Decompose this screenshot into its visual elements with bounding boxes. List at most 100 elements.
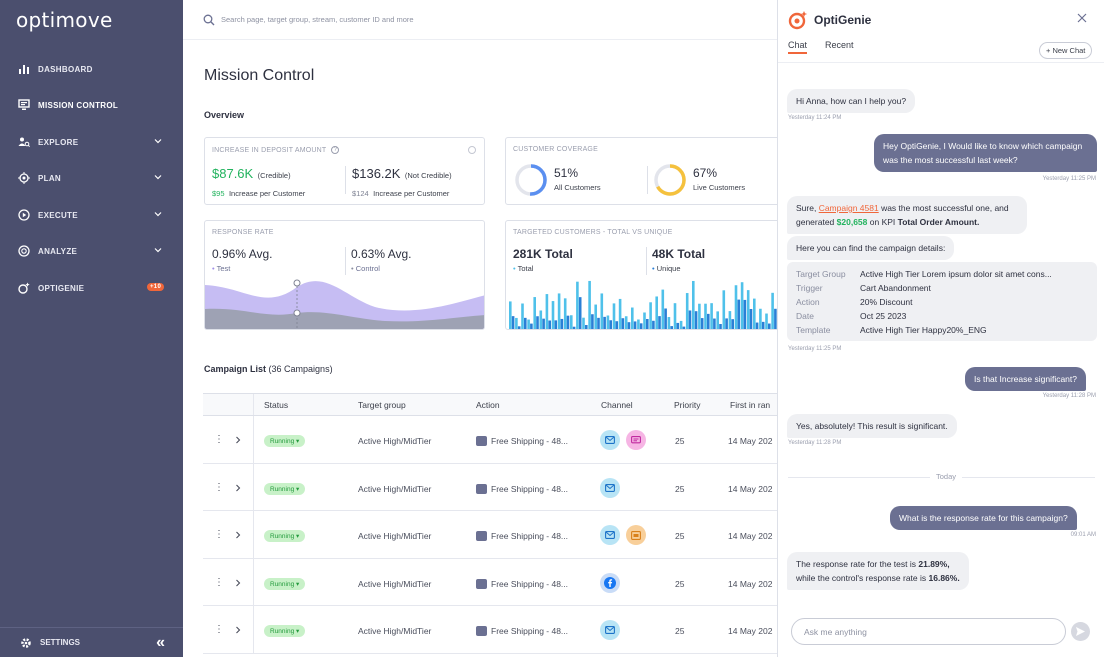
table-row[interactable]: ⋮ Running ▾ Active High/MidTier Free Shi… bbox=[203, 463, 777, 511]
unique-bar bbox=[664, 308, 667, 329]
action-cell[interactable]: Free Shipping - 48... bbox=[491, 436, 569, 446]
column-header-target-group[interactable]: Target group bbox=[358, 400, 406, 410]
chat-input[interactable]: Ask me anything bbox=[791, 618, 1066, 645]
sidebar-item-execute[interactable]: EXECUTE bbox=[18, 205, 173, 225]
search-icon bbox=[203, 14, 215, 25]
expand-row-icon[interactable] bbox=[234, 579, 242, 587]
column-header-priority[interactable]: Priority bbox=[674, 400, 701, 410]
row-menu-icon[interactable]: ⋮ bbox=[214, 624, 224, 635]
target-group-cell: Active High/MidTier bbox=[358, 578, 432, 589]
message-timestamp: 09:01 AM bbox=[1070, 532, 1096, 538]
table-row[interactable]: ⋮ Running ▾ Active High/MidTier Free Shi… bbox=[203, 558, 777, 606]
collapse-sidebar-button[interactable]: « bbox=[156, 634, 165, 651]
column-header-channel[interactable]: Channel bbox=[601, 400, 633, 410]
credible-sub-value: $95 bbox=[212, 189, 225, 198]
genie-icon bbox=[18, 282, 30, 294]
sidebar-item-label: DASHBOARD bbox=[38, 64, 93, 74]
unique-bar bbox=[682, 326, 686, 329]
table-row[interactable]: ⋮ Running ▾ Active High/MidTier Free Shi… bbox=[203, 606, 777, 654]
user-message: What is the response rate for this campa… bbox=[890, 506, 1077, 530]
total-bar bbox=[515, 317, 518, 329]
status-badge[interactable]: Running ▾ bbox=[264, 625, 306, 637]
coverage-card[interactable]: CUSTOMER COVERAGE 51% All Customers 67% … bbox=[505, 137, 777, 205]
all-customers-label: All Customers bbox=[554, 183, 601, 192]
help-icon[interactable]: ? bbox=[331, 146, 340, 154]
user-message: Hey OptiGenie, I Would like to know whic… bbox=[874, 134, 1097, 172]
new-chat-button[interactable]: + New Chat bbox=[1039, 42, 1093, 59]
action-cell[interactable]: Free Shipping - 48... bbox=[491, 626, 569, 636]
optimove-logo[interactable]: optimove bbox=[16, 8, 113, 32]
expand-row-icon[interactable] bbox=[234, 626, 242, 634]
action-cell[interactable]: Free Shipping - 48... bbox=[491, 578, 569, 589]
row-menu-icon[interactable]: ⋮ bbox=[214, 529, 224, 540]
sidebar-item-mission-control[interactable]: MISSION CONTROL bbox=[18, 95, 173, 115]
total-bar bbox=[722, 290, 726, 329]
global-search[interactable]: Search page, target group, stream, custo… bbox=[183, 0, 777, 40]
divider bbox=[345, 247, 346, 275]
sidebar-item-dashboard[interactable]: DASHBOARD bbox=[18, 59, 173, 79]
response-rate-card[interactable]: RESPONSE RATE 0.96% Avg. • Test 0.63% Av… bbox=[204, 220, 485, 330]
sidebar-item-explore[interactable]: EXPLORE bbox=[18, 132, 173, 152]
total-bar bbox=[576, 281, 579, 329]
tab-chat[interactable]: Chat bbox=[788, 40, 808, 54]
send-button[interactable] bbox=[1071, 622, 1090, 641]
notcredible-sub-label: Increase per Customer bbox=[373, 189, 450, 198]
total-bar bbox=[606, 315, 610, 329]
expand-row-icon[interactable] bbox=[234, 531, 242, 539]
total-bar bbox=[692, 280, 695, 329]
sidebar-item-optigenie[interactable]: OPTIGENIE +10 bbox=[18, 278, 173, 298]
expand-row-icon[interactable] bbox=[234, 436, 242, 444]
tab-recent[interactable]: Recent bbox=[825, 40, 854, 50]
column-header-status[interactable]: Status bbox=[264, 400, 289, 410]
search-input[interactable]: Search page, target group, stream, custo… bbox=[221, 15, 414, 24]
total-bar bbox=[618, 298, 622, 329]
sidebar-item-settings[interactable]: SETTINGS « bbox=[0, 627, 183, 657]
column-header-action[interactable]: Action bbox=[476, 400, 500, 410]
table-row[interactable]: ⋮ Running ▾ Active High/MidTier Free Shi… bbox=[203, 511, 777, 559]
campaign-list-heading: Campaign List (36 Campaigns) bbox=[204, 364, 333, 374]
target-group-cell: Active High/MidTier bbox=[358, 531, 432, 541]
total-bar bbox=[631, 307, 634, 329]
status-badge[interactable]: Running ▾ bbox=[264, 530, 306, 542]
deposit-card[interactable]: INCREASE IN DEPOSIT AMOUNT ? $87.6K (Cre… bbox=[204, 137, 485, 205]
detail-key: Date bbox=[796, 311, 814, 321]
unique-bar bbox=[658, 316, 661, 329]
campaign-link[interactable]: Campaign 4581 bbox=[818, 203, 879, 213]
status-badge[interactable]: Running ▾ bbox=[264, 435, 306, 447]
unique-bar bbox=[676, 322, 680, 329]
status-badge[interactable]: Running ▾ bbox=[264, 577, 306, 590]
sidebar-item-analyze[interactable]: ANALYZE bbox=[18, 241, 173, 261]
play-icon bbox=[18, 209, 30, 221]
chat-title: OptiGenie bbox=[814, 13, 872, 27]
column-header-first-in-range[interactable]: First in ran bbox=[730, 400, 771, 410]
detail-key: Target Group bbox=[796, 269, 846, 279]
notcredible-value: $136.2K bbox=[352, 166, 401, 181]
unique-bar bbox=[517, 326, 521, 329]
card-menu-icon[interactable] bbox=[468, 146, 476, 154]
row-menu-icon[interactable]: ⋮ bbox=[214, 434, 224, 445]
targeted-customers-bar-chart bbox=[509, 280, 777, 329]
table-row[interactable]: ⋮ Running ▾ Active High/MidTier Free Shi… bbox=[203, 416, 777, 464]
unique-bar bbox=[591, 314, 594, 329]
detail-value: Active High Tier Lorem ipsum dolor sit a… bbox=[860, 269, 1052, 279]
optigenie-logo-icon bbox=[788, 11, 808, 30]
row-menu-icon[interactable]: ⋮ bbox=[214, 576, 224, 588]
sidebar-item-plan[interactable]: PLAN bbox=[18, 168, 173, 188]
unique-bar bbox=[621, 318, 625, 329]
action-cell[interactable]: Free Shipping - 48... bbox=[491, 483, 569, 494]
unique-bar bbox=[731, 319, 734, 329]
send-icon bbox=[1076, 627, 1085, 636]
row-menu-icon[interactable]: ⋮ bbox=[214, 481, 224, 493]
unique-bar bbox=[511, 316, 515, 329]
expand-row-icon[interactable] bbox=[234, 484, 242, 492]
total-bar bbox=[649, 302, 652, 329]
status-badge[interactable]: Running ▾ bbox=[264, 482, 306, 495]
targeted-customers-card[interactable]: TARGETED CUSTOMERS - TOTAL VS UNIQUE 281… bbox=[505, 220, 777, 330]
total-bar bbox=[612, 303, 616, 329]
close-icon[interactable] bbox=[1077, 13, 1087, 23]
test-legend: • Test bbox=[212, 264, 231, 273]
total-bar bbox=[643, 312, 646, 329]
unique-bar bbox=[585, 325, 588, 329]
total-bar bbox=[655, 296, 658, 329]
action-cell[interactable]: Free Shipping - 48... bbox=[491, 531, 569, 541]
